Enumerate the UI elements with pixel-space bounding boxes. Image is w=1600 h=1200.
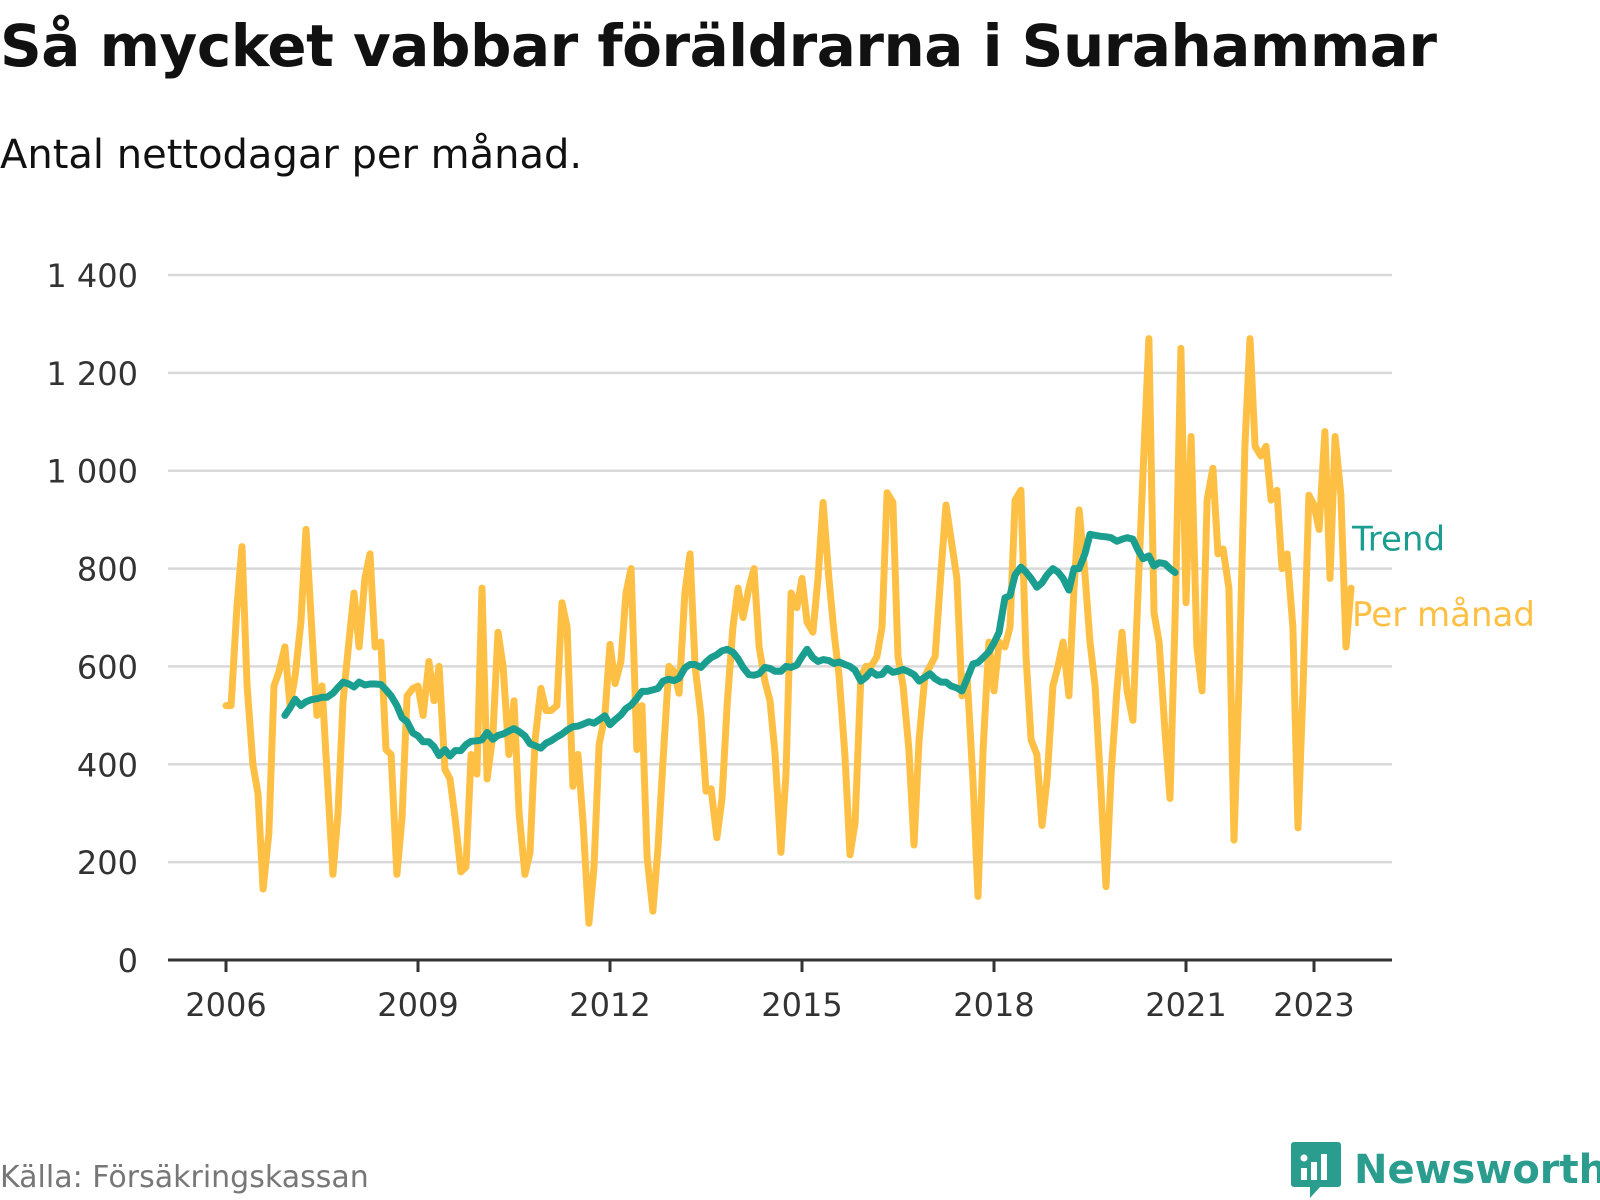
x-tick-label: 2021 — [1145, 986, 1226, 1024]
y-axis-ticks: 0 200 400 600 800 1 000 1 200 1 400 — [46, 257, 138, 980]
x-tick-label: 2009 — [377, 986, 458, 1024]
series-lines — [222, 335, 1355, 927]
line-chart: 0 200 400 600 800 1 000 1 200 1 400 2006 2009 201… — [46, 257, 1535, 1024]
x-tick-label: 2023 — [1273, 986, 1354, 1024]
bar-chart-speech-bubble-icon — [1291, 1142, 1341, 1198]
brand-logo[interactable]: Newsworthy — [1290, 1140, 1600, 1200]
x-axis: 2006 2009 2012 2015 2018 2021 2023 — [168, 958, 1392, 1024]
series-line-per-m-nad — [222, 335, 1355, 927]
y-tick-label: 400 — [77, 746, 138, 784]
y-tick-label: 1 000 — [46, 453, 138, 491]
y-tick-label: 0 — [118, 942, 138, 980]
series-line-trend — [281, 530, 1179, 760]
y-tick-label: 800 — [77, 551, 138, 589]
series-label-trend: Trend — [1351, 519, 1445, 559]
x-tick-label: 2006 — [185, 986, 266, 1024]
y-tick-label: 600 — [77, 648, 138, 686]
chart-subtitle: Antal nettodagar per månad. — [0, 132, 583, 178]
series-labels: Per månad Trend — [1351, 519, 1535, 635]
x-tick-label: 2012 — [569, 986, 650, 1024]
x-tick-label: 2015 — [761, 986, 842, 1024]
series-label-per-m-nad: Per månad — [1352, 595, 1535, 635]
y-tick-label: 1 400 — [46, 257, 138, 295]
chart-title: Så mycket vabbar föräldrarna i Surahamma… — [0, 12, 1437, 80]
source-note: Källa: Försäkringskassan — [0, 1160, 369, 1195]
y-tick-label: 200 — [77, 844, 138, 882]
x-tick-label: 2018 — [953, 986, 1034, 1024]
y-tick-label: 1 200 — [46, 355, 138, 393]
brand-name: Newsworthy — [1354, 1147, 1600, 1193]
